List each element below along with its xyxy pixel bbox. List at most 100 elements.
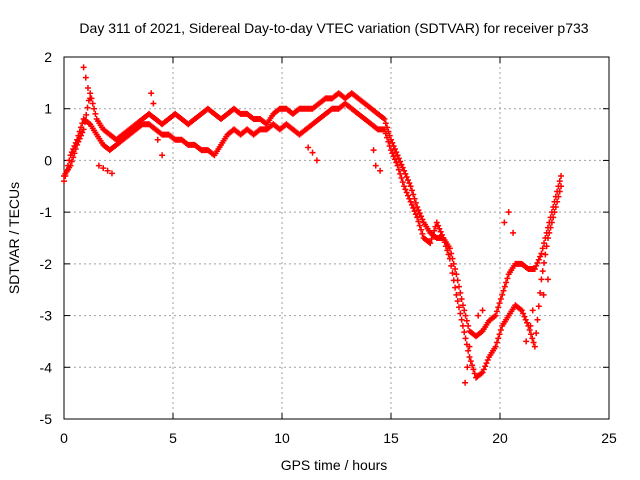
data-point-interp — [497, 327, 504, 334]
data-point-interp — [467, 358, 474, 365]
data-point — [305, 144, 312, 151]
data-point — [558, 183, 565, 190]
data-point — [505, 209, 512, 216]
data-point-interp — [503, 279, 510, 286]
data-point — [466, 343, 473, 350]
data-point-interp — [415, 207, 422, 214]
data-point-interp — [406, 195, 413, 202]
data-point-interp — [529, 335, 536, 342]
data-point-interp — [397, 170, 404, 177]
data-point-interp — [537, 289, 544, 296]
data-point — [433, 219, 440, 226]
data-point-interp — [534, 259, 541, 266]
tick-labels: 0 5 10 15 20 25 -5 -4 -3 -2 -1 0 1 2 — [40, 49, 617, 446]
data-point-interp — [497, 296, 504, 303]
data-point-interp — [527, 331, 534, 338]
data-point-interp — [386, 142, 393, 149]
data-point-interp — [384, 134, 391, 141]
data-point-interp — [465, 322, 472, 329]
data-point-interp — [390, 153, 397, 160]
data-point-interp — [520, 310, 527, 317]
data-point — [370, 147, 377, 154]
data-point — [100, 165, 107, 172]
data-point — [372, 162, 379, 169]
data-point-interp — [449, 270, 456, 277]
plot-frame — [63, 56, 610, 420]
data-point-interp — [70, 146, 77, 153]
data-point-interp — [63, 167, 70, 174]
data-point — [464, 364, 471, 371]
data-point-interp — [555, 193, 562, 200]
data-point — [150, 100, 157, 107]
x-tick-label: 10 — [274, 430, 290, 446]
data-point-interp — [84, 104, 91, 111]
data-point — [453, 291, 460, 298]
data-point-interp — [445, 251, 452, 258]
data-point — [407, 198, 414, 205]
data-point-interp — [408, 187, 415, 194]
grid — [64, 57, 609, 419]
y-tick-label: 2 — [44, 49, 52, 65]
data-point-interp — [398, 175, 405, 182]
data-point-interp — [541, 240, 548, 247]
data-point-interp — [482, 363, 489, 370]
y-tick-label: 0 — [44, 152, 52, 168]
data-point — [154, 136, 161, 143]
data-point — [394, 152, 401, 159]
data-point-interp — [480, 366, 487, 373]
data-point-interp — [393, 159, 400, 166]
x-tick-label: 5 — [169, 430, 177, 446]
data-point-interp — [68, 149, 75, 156]
data-point-interp — [391, 156, 398, 163]
data-point-interp — [75, 132, 82, 139]
data-point-interp — [493, 339, 500, 346]
data-point — [394, 162, 401, 169]
data-point-interp — [454, 298, 461, 305]
data-point — [82, 74, 89, 81]
data-point-interp — [470, 366, 477, 373]
y-tick-label: -2 — [40, 256, 53, 272]
data-point-interp — [79, 120, 86, 127]
data-point — [479, 369, 486, 376]
data-point — [313, 157, 320, 164]
data-point — [309, 149, 316, 156]
data-point-interp — [397, 158, 404, 165]
data-point-interp — [393, 149, 400, 156]
data-point — [148, 90, 155, 97]
data-point — [401, 167, 408, 174]
data-point — [544, 235, 551, 241]
data-point — [381, 116, 388, 123]
data-point — [388, 147, 394, 154]
data-point-interp — [382, 120, 389, 127]
data-point-interp — [457, 289, 464, 296]
data-point-interp — [415, 218, 422, 225]
data-point — [558, 172, 565, 179]
data-point-interp — [456, 283, 463, 290]
data-point-interp — [406, 180, 413, 187]
data-point-interp — [442, 243, 449, 250]
data-point-interp — [533, 262, 540, 269]
data-point-interp — [535, 256, 542, 263]
data-point-interp — [493, 308, 500, 315]
data-point-interp — [458, 316, 465, 323]
data-point — [87, 90, 94, 97]
data-point — [104, 167, 111, 174]
data-point-interp — [539, 245, 546, 252]
data-point-interp — [418, 226, 425, 233]
data-point-interp — [554, 198, 561, 205]
data-point-interp — [543, 243, 550, 250]
data-point — [95, 162, 102, 169]
data-point — [74, 136, 81, 143]
data-point — [499, 291, 506, 298]
data-point-interp — [521, 313, 528, 320]
data-point-interp — [408, 201, 415, 208]
data-point — [446, 255, 453, 262]
y-axis-label: SDTVAR / TECUs — [6, 182, 22, 294]
data-point-interp — [91, 105, 98, 112]
data-points — [61, 64, 565, 386]
axis-ticks — [63, 56, 610, 420]
data-point-interp — [457, 310, 464, 317]
data-point — [84, 85, 91, 92]
data-point-interp — [437, 228, 444, 235]
data-point-interp — [402, 186, 409, 193]
